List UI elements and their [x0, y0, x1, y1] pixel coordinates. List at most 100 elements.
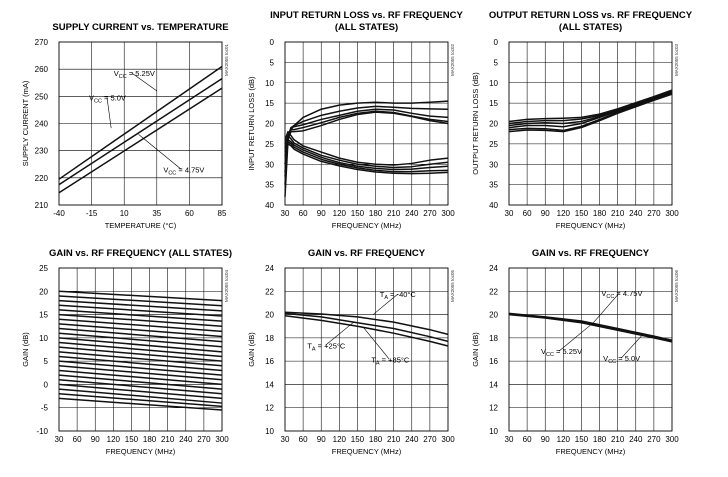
y-axis-label: GAIN (dB) — [471, 332, 480, 367]
x-tick-label: 210 — [161, 435, 175, 444]
x-tick-label: -40 — [53, 209, 65, 218]
series-line-10 — [284, 143, 449, 175]
y-tick-label: 10 — [489, 79, 498, 88]
y-axis-label: SUPPLY CURRENT (mA) — [21, 80, 30, 166]
series-line-7 — [284, 134, 449, 169]
annotation-label: VCC = 5.0V — [89, 93, 126, 104]
series-line-20 — [58, 379, 223, 395]
y-axis-label: INPUT RETURN LOSS (dB) — [247, 76, 256, 171]
series-line-5 — [508, 89, 673, 123]
series-line-9 — [58, 327, 223, 343]
x-tick-label: 270 — [423, 435, 437, 444]
x-tick-label: 210 — [387, 435, 401, 444]
x-tick-label: 150 — [575, 435, 589, 444]
series-line-8 — [58, 323, 223, 338]
series-line-2 — [508, 91, 673, 127]
y-tick-label: 16 — [265, 357, 274, 366]
y-tick-label: 14 — [265, 380, 274, 389]
y-tick-label: 22 — [489, 287, 498, 296]
y-tick-label: 20 — [489, 311, 498, 320]
series-line-8 — [284, 139, 449, 171]
series-line-3 — [284, 314, 449, 347]
series-line-3 — [508, 313, 673, 343]
annotation-leader — [372, 293, 398, 315]
annotation-leader — [131, 72, 157, 92]
y-tick-label: -5 — [41, 404, 49, 413]
x-tick-label: 120 — [333, 209, 347, 218]
part-id-label: MAX2055 toc03 — [674, 44, 679, 77]
y-tick-label: 25 — [39, 264, 48, 273]
part-id-label: MAX2055 toc06 — [674, 270, 679, 303]
series-line-14 — [58, 351, 223, 367]
y-tick-label: 5 — [270, 58, 275, 67]
part-id-label: MAX2055 toc04 — [224, 270, 229, 303]
y-tick-label: 250 — [35, 92, 49, 101]
chart-title: GAIN vs. RF FREQUENCY — [308, 248, 426, 259]
series-line-1 — [58, 65, 223, 180]
annotation-leader — [325, 321, 355, 346]
series-line-1 — [284, 311, 449, 336]
y-axis-label: GAIN (dB) — [21, 332, 30, 367]
y-tick-label: 5 — [44, 357, 49, 366]
y-tick-label: 20 — [265, 311, 274, 320]
y-tick-label: 10 — [39, 334, 48, 343]
y-tick-label: 15 — [265, 99, 274, 108]
x-tick-label: 180 — [369, 435, 383, 444]
annotation-leader — [106, 97, 112, 129]
x-tick-label: 120 — [333, 435, 347, 444]
part-id-label: MAX2055 toc05 — [450, 270, 455, 303]
series-line-22 — [58, 388, 223, 404]
y-tick-label: 0 — [270, 38, 275, 47]
chart-3: OUTPUT RETURN LOSS vs. RF FREQUENCY(ALL … — [471, 10, 693, 230]
chart-6: GAIN vs. RF FREQUENCY 30 60 90 120 150 180 210 2… — [471, 248, 679, 456]
x-tick-label: 30 — [55, 435, 64, 444]
x-tick-label: 30 — [505, 435, 514, 444]
annotation-leader — [363, 327, 390, 360]
series-line-7 — [58, 318, 223, 333]
x-tick-label: 270 — [647, 435, 661, 444]
y-tick-label: 25 — [489, 140, 498, 149]
y-tick-label: 40 — [265, 201, 274, 210]
x-tick-label: 210 — [611, 209, 625, 218]
x-tick-label: 150 — [351, 435, 365, 444]
y-tick-label: 20 — [39, 287, 48, 296]
x-tick-label: -15 — [86, 209, 98, 218]
y-tick-label: 12 — [265, 404, 274, 413]
series-line-3 — [58, 299, 223, 312]
x-tick-label: 270 — [197, 435, 211, 444]
series-line-9 — [284, 141, 449, 173]
x-tick-label: 150 — [351, 209, 365, 218]
series-line-2 — [58, 78, 223, 186]
y-tick-label: 15 — [489, 99, 498, 108]
x-tick-label: 30 — [281, 435, 290, 444]
chart-title: INPUT RETURN LOSS vs. RF FREQUENCY — [270, 10, 463, 21]
y-tick-label: 15 — [39, 311, 48, 320]
x-tick-label: 60 — [73, 435, 82, 444]
series-line-12 — [58, 341, 223, 358]
x-axis-label: TEMPERATURE (°C) — [105, 221, 177, 230]
y-tick-label: 10 — [265, 79, 274, 88]
series-line-15 — [58, 355, 223, 372]
y-tick-label: 0 — [44, 380, 49, 389]
x-tick-label: 180 — [593, 209, 607, 218]
x-tick-label: 210 — [387, 209, 401, 218]
y-tick-label: 35 — [265, 181, 274, 190]
x-tick-label: 300 — [665, 435, 679, 444]
y-axis-label: OUTPUT RETURN LOSS (dB) — [471, 72, 480, 175]
annotation-label: TA = -40°C — [380, 290, 417, 301]
x-axis-label: FREQUENCY (MHz) — [556, 221, 626, 230]
x-axis-label: FREQUENCY (MHz) — [106, 447, 176, 456]
series-line-17 — [58, 365, 223, 381]
y-tick-label: 18 — [265, 334, 274, 343]
plot-frame — [58, 41, 223, 206]
series-line-19 — [58, 374, 223, 390]
x-tick-label: 300 — [441, 209, 455, 218]
annotation-label: VCC = 4.75V — [163, 165, 204, 176]
x-tick-label: 180 — [143, 435, 157, 444]
x-tick-label: 240 — [629, 209, 643, 218]
y-tick-label: 0 — [494, 38, 499, 47]
series-line-11 — [58, 337, 223, 353]
y-tick-label: 24 — [265, 264, 274, 273]
series-line-5 — [58, 309, 223, 322]
